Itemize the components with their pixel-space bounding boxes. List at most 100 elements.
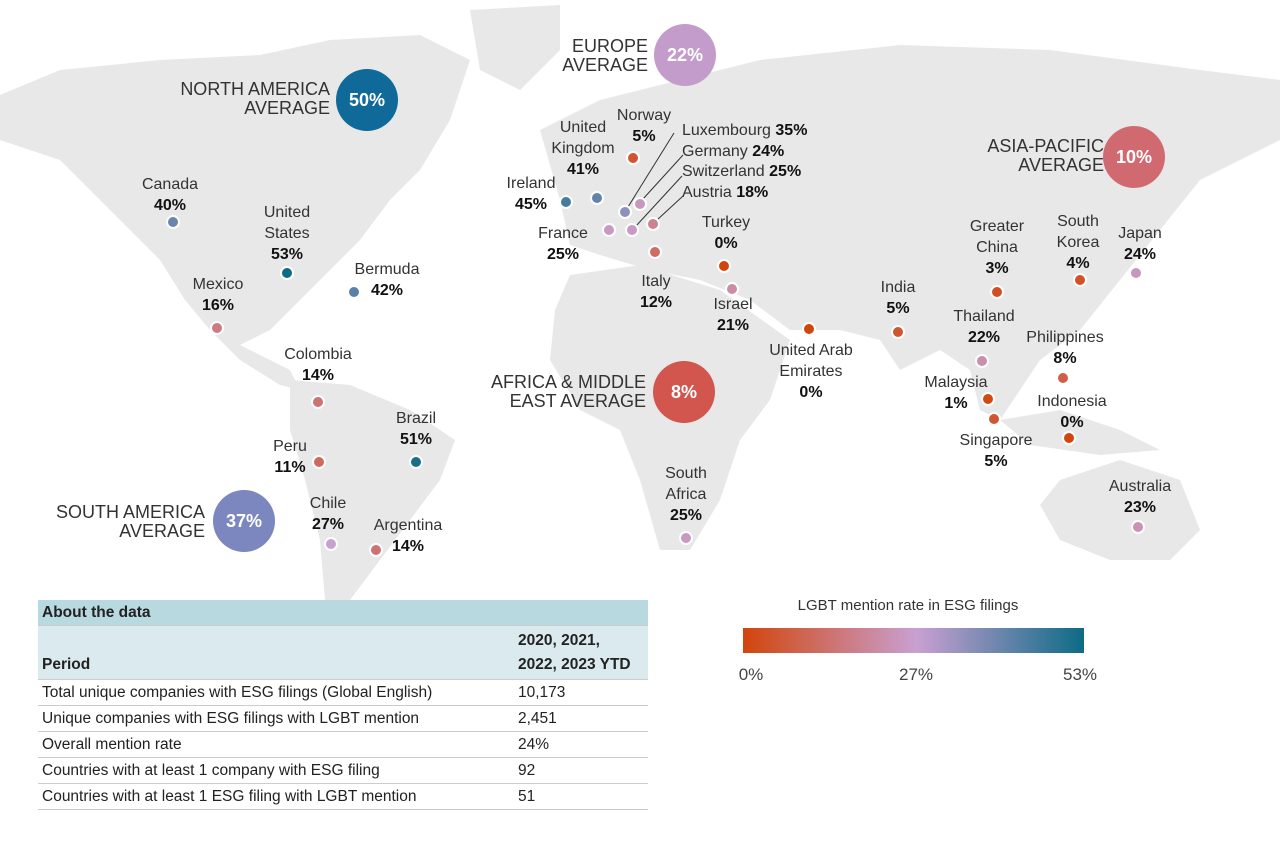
- country-rate: 0%: [799, 384, 823, 401]
- country-rate: 41%: [566, 161, 600, 178]
- country-rate: 42%: [370, 282, 404, 299]
- label-australia: Australia 23%: [1109, 476, 1171, 518]
- about-the-data-table: About the data Period 2020, 2021, 2022, 2…: [38, 600, 648, 810]
- marker-south-africa: [679, 531, 693, 545]
- marker-peru: [312, 455, 326, 469]
- country-rate: 14%: [301, 367, 335, 384]
- region-average-bubble-eu: 22%: [654, 24, 716, 86]
- country-name: Colombia: [284, 346, 352, 363]
- marker-luxembourg: [618, 205, 632, 219]
- table-row: Overall mention rate 24%: [38, 731, 648, 758]
- country-rate: 12%: [639, 294, 673, 311]
- label-austria: Austria 18%: [682, 184, 769, 201]
- label-italy: Italy 12%: [640, 271, 672, 313]
- leader-line-austria: [656, 195, 684, 221]
- country-name: Japan: [1118, 225, 1162, 242]
- label-norway: Norway 5%: [617, 105, 671, 147]
- country-rate: 1%: [944, 395, 968, 412]
- country-rate: 21%: [716, 317, 750, 334]
- label-argentina: Argentina 14%: [374, 515, 443, 557]
- country-rate: 23%: [1123, 499, 1157, 516]
- region-label-ap: ASIA-PACIFIC AVERAGE: [987, 136, 1104, 175]
- marker-canada: [166, 215, 180, 229]
- header-period-value: 2020, 2021, 2022, 2023 YTD: [514, 625, 648, 680]
- legend-min: 0%: [738, 665, 764, 684]
- label-colombia: Colombia 14%: [284, 344, 352, 386]
- country-rate: 53%: [270, 246, 304, 263]
- label-brazil: Brazil 51%: [396, 408, 436, 450]
- label-israel: Israel 21%: [713, 294, 752, 336]
- marker-indonesia: [1062, 431, 1076, 445]
- country-name: Indonesia: [1037, 393, 1107, 410]
- label-malaysia: Malaysia 1%: [924, 372, 987, 414]
- label-germany: Germany 24%: [682, 143, 785, 160]
- marker-bermuda: [347, 285, 361, 299]
- table-row: Unique companies with ESG filings with L…: [38, 705, 648, 732]
- legend-color-scale: [743, 628, 1084, 653]
- marker-norway: [626, 151, 640, 165]
- table-row: Countries with at least 1 company with E…: [38, 757, 648, 784]
- country-name: France: [538, 225, 588, 242]
- label-turkey: Turkey 0%: [702, 212, 750, 254]
- region-average-bubble-na: 50%: [336, 69, 398, 131]
- country-name: Thailand: [953, 308, 1015, 325]
- label-switzerland: Switzerland 25%: [682, 163, 802, 180]
- country-name: Canada: [141, 176, 199, 193]
- region-label-eu: EUROPE AVERAGE: [562, 36, 648, 75]
- country-rate: 11%: [274, 459, 306, 476]
- label-france: France 25%: [538, 223, 588, 265]
- marker-south-korea: [1073, 273, 1087, 287]
- country-rate: 24%: [1123, 246, 1157, 263]
- region-label-na: NORTH AMERICA AVERAGE: [180, 79, 330, 118]
- marker-ireland: [559, 195, 573, 209]
- marker-chile: [324, 537, 338, 551]
- leader-line-switzerland: [635, 175, 683, 227]
- marker-germany: [633, 197, 647, 211]
- central-america-landmass: [210, 330, 300, 390]
- marker-italy: [648, 245, 662, 259]
- country-name: Bermuda: [354, 261, 420, 278]
- country-name: Italy: [641, 273, 671, 290]
- marker-united-kingdom: [590, 191, 604, 205]
- country-rate: 14%: [391, 538, 425, 555]
- label-south-africa: South Africa 25%: [665, 463, 707, 526]
- country-name: United States: [263, 204, 311, 242]
- marker-thailand: [975, 354, 989, 368]
- country-rate: 8%: [1053, 350, 1077, 367]
- country-name: United Kingdom: [551, 119, 615, 157]
- country-rate: 25%: [669, 507, 703, 524]
- region-average-bubble-sa: 37%: [213, 490, 275, 552]
- leader-line-germany: [642, 154, 684, 200]
- country-rate: 45%: [514, 196, 548, 213]
- country-name: Greater China: [969, 218, 1025, 256]
- marker-turkey: [717, 259, 731, 273]
- country-name: India: [880, 279, 916, 296]
- country-rate: 27%: [311, 516, 345, 533]
- label-luxembourg: Luxembourg 35%: [682, 122, 808, 139]
- country-rate: 0%: [714, 235, 738, 252]
- marker-united-arab-emirates: [802, 322, 816, 336]
- marker-switzerland: [625, 223, 639, 237]
- country-rate: 3%: [985, 260, 1009, 277]
- europe-leader-lines: [627, 132, 684, 227]
- country-name: Norway: [616, 107, 672, 124]
- label-singapore: Singapore 5%: [960, 430, 1033, 472]
- label-canada: Canada 40%: [142, 174, 198, 216]
- marker-colombia: [311, 395, 325, 409]
- marker-japan: [1129, 266, 1143, 280]
- region-label-sa: SOUTH AMERICA AVERAGE: [55, 502, 205, 541]
- region-average-bubble-am: 8%: [653, 361, 715, 423]
- country-name: Singapore: [959, 432, 1033, 449]
- country-name: Philippines: [1026, 329, 1104, 346]
- southeast-asia-landmass: [1000, 410, 1160, 455]
- marker-france: [602, 223, 616, 237]
- country-rate: 22%: [967, 329, 1001, 346]
- country-name: Mexico: [192, 276, 244, 293]
- country-rate: 0%: [1060, 414, 1084, 431]
- legend-mid: 27%: [898, 665, 934, 684]
- marker-argentina: [369, 543, 383, 557]
- label-united-kingdom: United Kingdom 41%: [551, 117, 614, 180]
- label-united-states: United States 53%: [264, 202, 310, 265]
- label-japan: Japan 24%: [1118, 223, 1162, 265]
